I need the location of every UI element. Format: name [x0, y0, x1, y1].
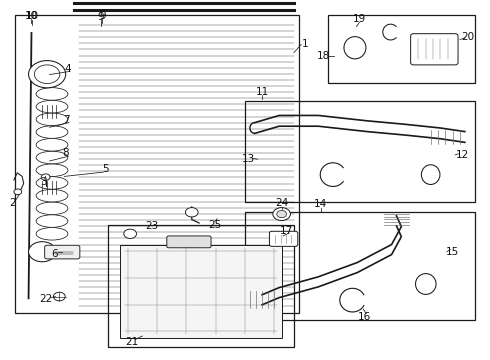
Text: 21: 21	[125, 337, 138, 347]
Bar	[121, 244, 282, 338]
Text: 6: 6	[51, 249, 58, 259]
Ellipse shape	[36, 215, 68, 228]
Circle shape	[41, 174, 50, 180]
Text: 3: 3	[40, 177, 47, 187]
Ellipse shape	[36, 177, 68, 189]
Ellipse shape	[344, 37, 366, 59]
Circle shape	[28, 242, 56, 262]
Text: 4: 4	[65, 64, 72, 74]
Text: 5: 5	[102, 164, 109, 174]
Ellipse shape	[416, 274, 436, 294]
Text: 17: 17	[280, 226, 293, 236]
Text: 13: 13	[242, 154, 255, 164]
Text: 11: 11	[255, 87, 269, 97]
Bar	[245, 212, 475, 320]
FancyBboxPatch shape	[411, 34, 458, 65]
Ellipse shape	[36, 126, 68, 138]
Ellipse shape	[36, 202, 68, 215]
Circle shape	[14, 189, 22, 195]
Text: 16: 16	[358, 312, 371, 322]
FancyBboxPatch shape	[270, 231, 298, 246]
Text: 25: 25	[208, 220, 221, 230]
Bar	[245, 101, 475, 202]
Text: 23: 23	[146, 221, 159, 231]
Text: 14: 14	[314, 199, 327, 210]
Text: 7: 7	[63, 115, 70, 125]
Ellipse shape	[36, 228, 68, 240]
Text: 18: 18	[317, 51, 330, 61]
Text: 9: 9	[99, 11, 106, 21]
Text: 2: 2	[9, 198, 16, 208]
Bar	[328, 15, 475, 83]
Circle shape	[273, 208, 291, 221]
Circle shape	[124, 229, 137, 238]
Text: 8: 8	[62, 148, 69, 158]
Ellipse shape	[36, 189, 68, 202]
Bar	[108, 225, 294, 347]
Text: 9: 9	[98, 12, 104, 22]
Ellipse shape	[421, 165, 440, 184]
Text: 12: 12	[456, 150, 469, 160]
Text: 10: 10	[24, 11, 38, 21]
Circle shape	[28, 60, 66, 88]
Text: 22: 22	[40, 294, 53, 304]
Ellipse shape	[36, 164, 68, 176]
Circle shape	[34, 65, 60, 84]
Circle shape	[53, 292, 65, 301]
Text: 19: 19	[353, 14, 366, 24]
Ellipse shape	[36, 151, 68, 164]
Bar	[15, 15, 299, 313]
Text: 10: 10	[26, 11, 39, 21]
Ellipse shape	[36, 100, 68, 113]
Circle shape	[185, 208, 198, 217]
Ellipse shape	[36, 87, 68, 100]
Text: 1: 1	[302, 39, 308, 49]
Ellipse shape	[36, 139, 68, 151]
Text: 20: 20	[462, 32, 475, 41]
FancyBboxPatch shape	[45, 245, 80, 259]
Text: 15: 15	[446, 247, 459, 257]
FancyBboxPatch shape	[167, 236, 211, 248]
Circle shape	[277, 211, 287, 218]
Ellipse shape	[36, 113, 68, 126]
Text: 24: 24	[275, 198, 289, 208]
